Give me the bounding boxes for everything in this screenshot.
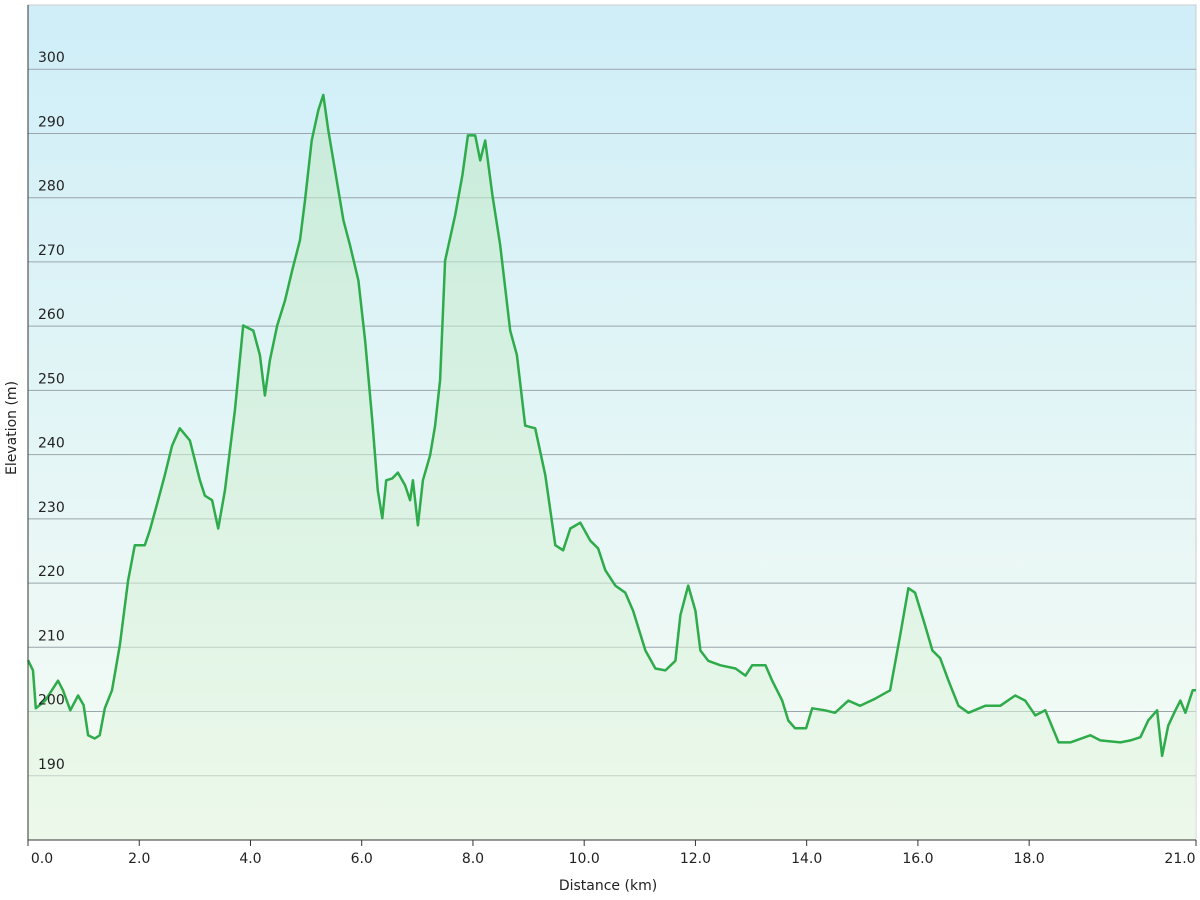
x-tick-label: 4.0 [239, 851, 261, 867]
y-tick-label: 250 [38, 371, 65, 387]
y-tick-label: 240 [38, 436, 65, 452]
y-tick-label: 280 [38, 179, 65, 195]
y-tick-label: 210 [38, 628, 65, 644]
x-tick-label: 8.0 [462, 851, 484, 867]
x-tick-label: 16.0 [902, 851, 933, 867]
y-tick-label: 270 [38, 243, 65, 259]
x-tick-label: 18.0 [1014, 851, 1045, 867]
y-tick-label: 300 [38, 50, 65, 66]
y-tick-label: 220 [38, 564, 65, 580]
y-tick-label: 230 [38, 500, 65, 516]
marks [26, 93, 1196, 840]
y-tick-label: 190 [38, 757, 65, 773]
x-tick-label: 0.0 [31, 851, 53, 867]
x-tick-label: 14.0 [791, 851, 822, 867]
area-fill [28, 94, 1196, 840]
y-tick-label: 260 [38, 307, 65, 323]
x-axis-title: Distance (km) [559, 878, 657, 894]
y-axis-title: Elevation (m) [4, 381, 20, 475]
tick-labels: 190 200 210 220 230 240 250 260 270 280 290 300 0.0 2… [31, 50, 1196, 867]
x-tick-label: 2.0 [128, 851, 150, 867]
y-tick-label: 200 [38, 693, 65, 709]
y-tick-label: 290 [38, 114, 65, 130]
x-tick-label: 6.0 [351, 851, 373, 867]
elevation-line [26, 93, 1196, 758]
x-tick-label: 12.0 [680, 851, 711, 867]
x-tick-label: 21.0 [1164, 851, 1195, 867]
x-tick-label: 10.0 [569, 851, 600, 867]
